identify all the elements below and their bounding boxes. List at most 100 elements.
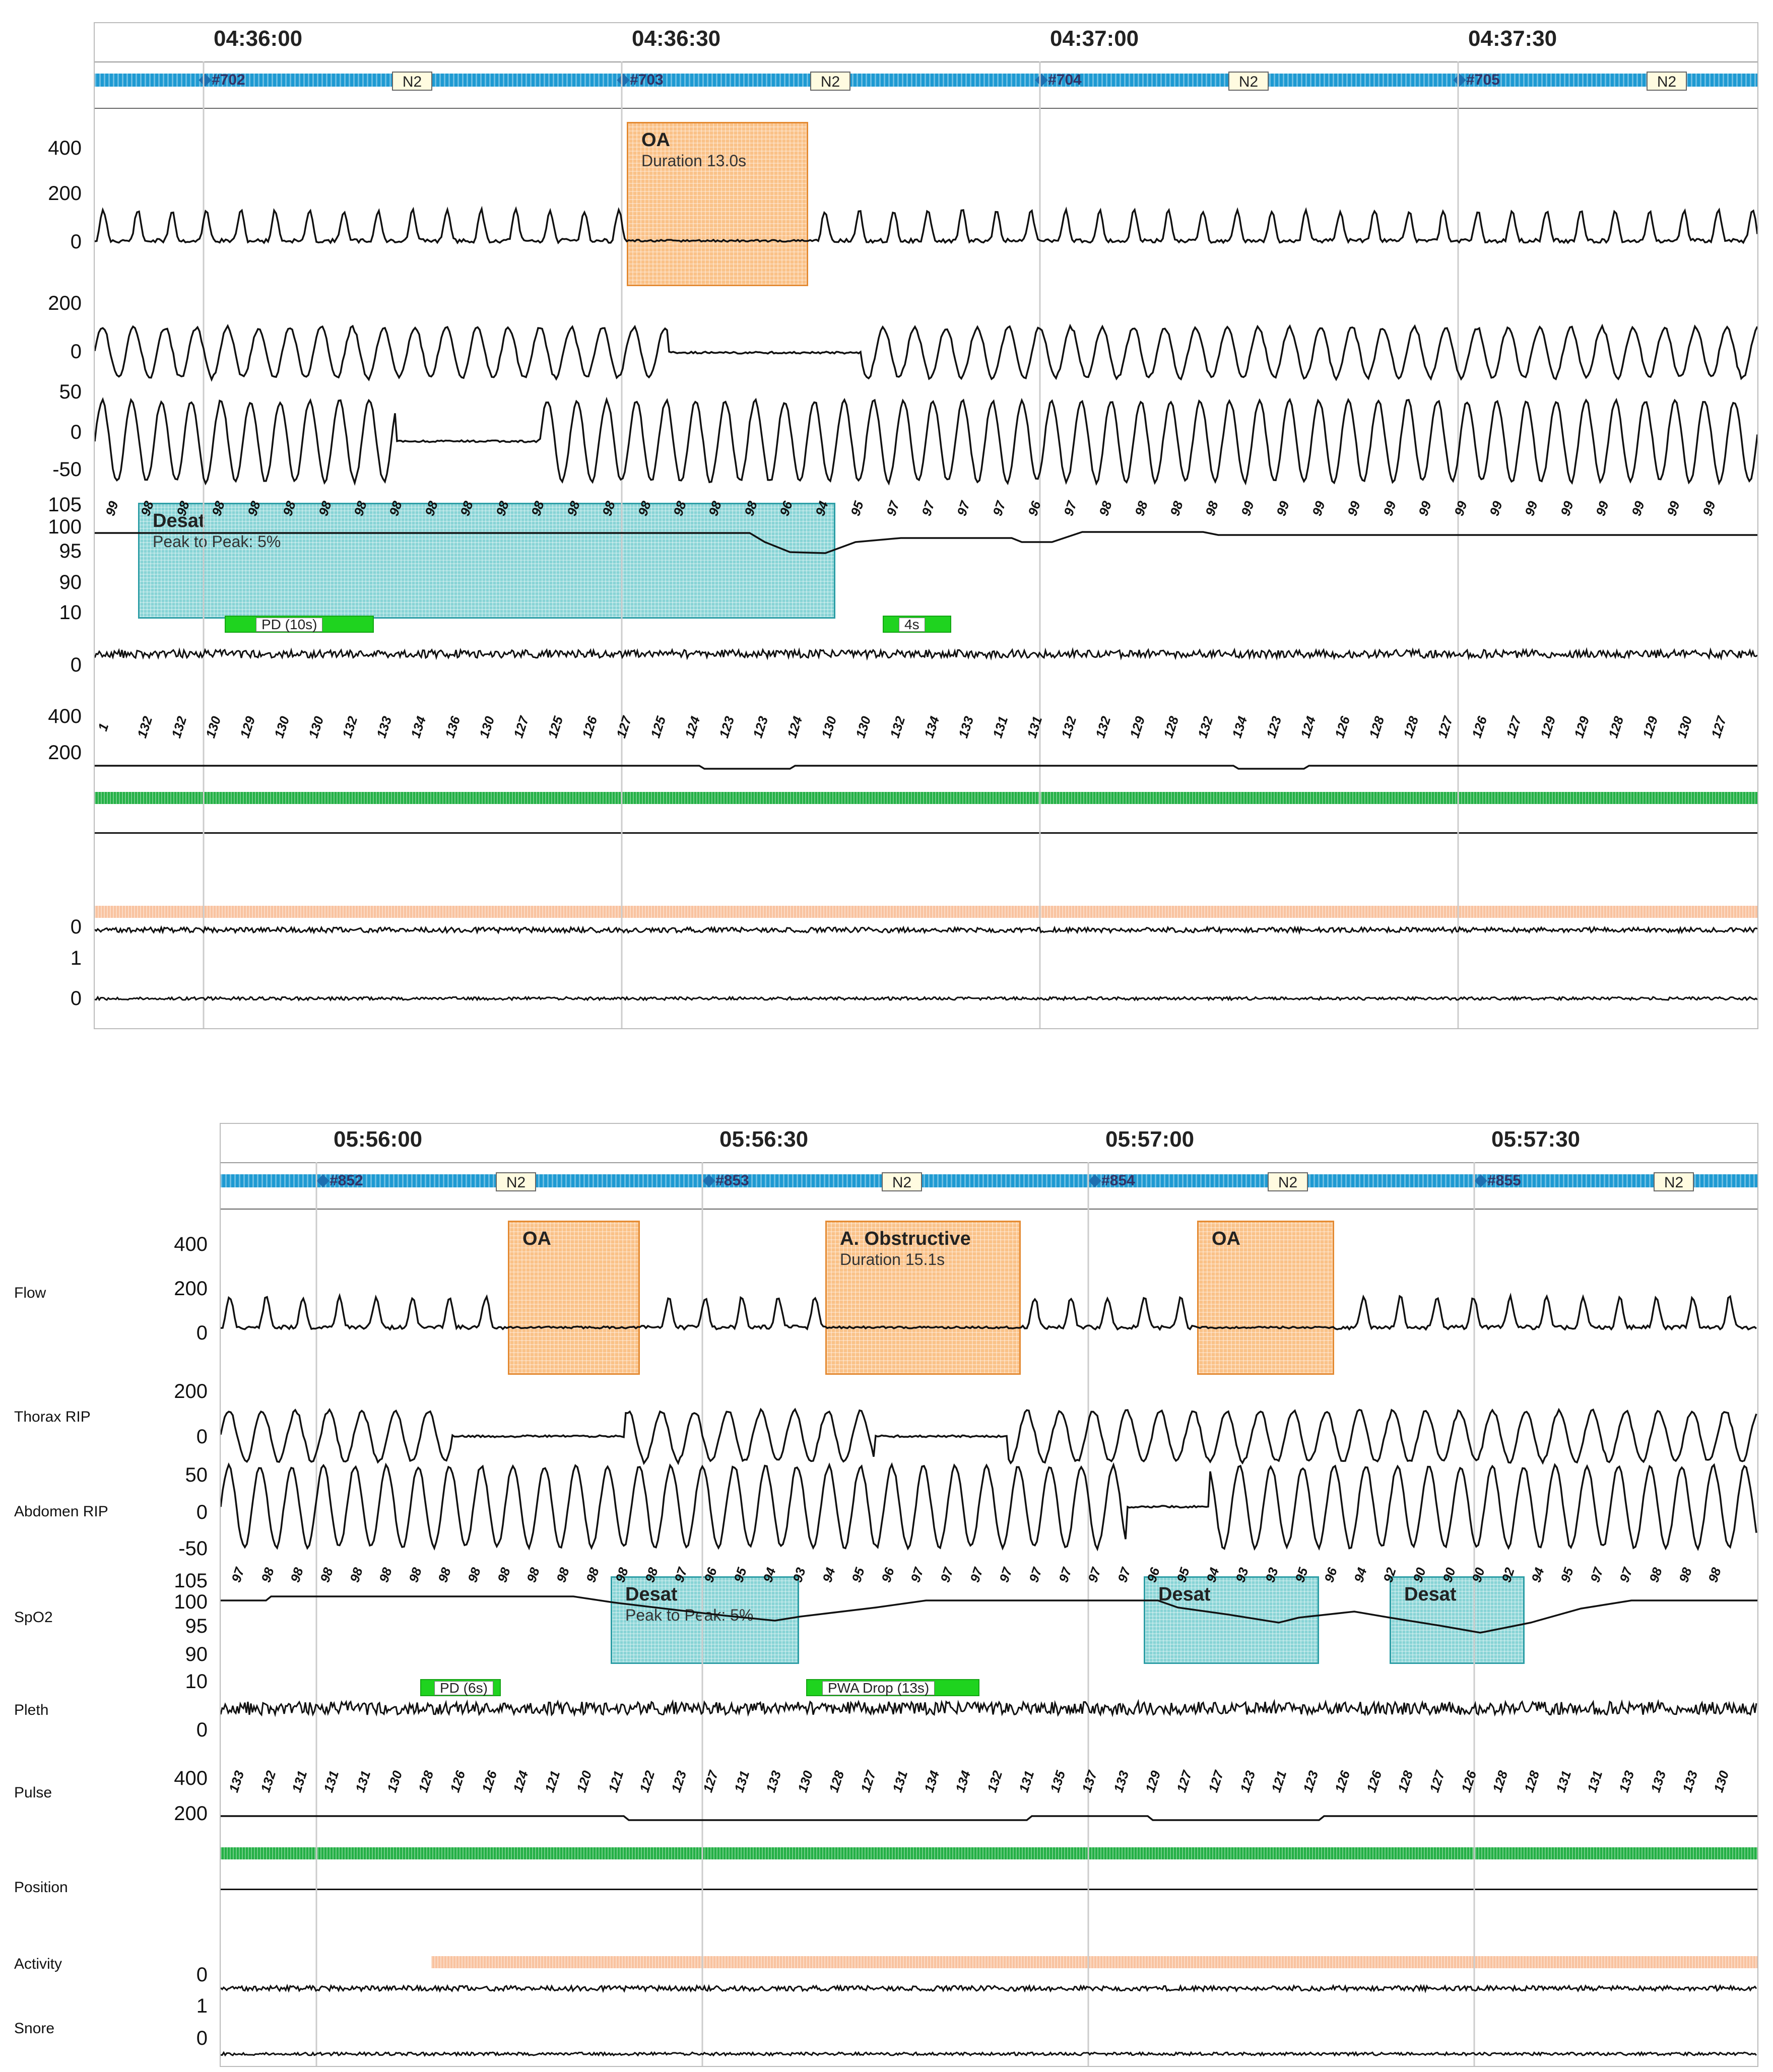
time-label: 04:36:00 — [214, 26, 303, 51]
flow-trace — [221, 1292, 1757, 1331]
axis-label: 0 — [70, 987, 82, 1010]
event-tag[interactable]: 4s — [883, 616, 951, 633]
axis-label: 95 — [185, 1615, 208, 1637]
sleep-stage-label[interactable]: N2 — [1268, 1172, 1308, 1191]
sleep-stage-label[interactable]: N2 — [1228, 72, 1269, 91]
time-label: 05:56:00 — [334, 1127, 423, 1152]
pwa-drop-event-tag[interactable]: PWA Drop (13s) — [806, 1679, 979, 1696]
activity-band — [95, 906, 1757, 918]
epoch-number: #702 — [212, 72, 245, 88]
position-line — [95, 832, 1757, 834]
axis-label: 0 — [70, 654, 82, 676]
axis-label: 200 — [48, 742, 82, 764]
channel-label-position[interactable]: Position — [14, 1879, 68, 1896]
axis-label: 0 — [196, 1426, 208, 1448]
time-label: 04:36:30 — [632, 26, 721, 51]
epoch-number: #854 — [1101, 1172, 1135, 1189]
divider — [221, 1209, 1757, 1210]
desat-event[interactable]: Desat — [1144, 1576, 1319, 1664]
tag-label: PD (10s) — [256, 618, 323, 632]
channel-label-flow[interactable]: Flow — [14, 1285, 46, 1301]
oa-event[interactable]: OA — [1197, 1221, 1334, 1375]
signal-traces — [221, 1162, 1757, 2066]
axis-label: 0 — [70, 421, 82, 443]
pd-event-tag[interactable]: PD (10s) — [225, 616, 374, 633]
time-label: 04:37:00 — [1050, 26, 1139, 51]
axis-label: 400 — [174, 1233, 208, 1255]
signal-traces — [95, 61, 1757, 1028]
thorax-trace — [95, 323, 1757, 382]
activity-trace — [95, 925, 1757, 935]
snore-trace — [221, 2051, 1757, 2057]
axis-label: 90 — [185, 1643, 208, 1665]
pd-event-tag[interactable]: PD (6s) — [420, 1679, 501, 1696]
sleep-stage-label[interactable]: N2 — [882, 1172, 922, 1191]
desat-event[interactable]: Desat — [1390, 1576, 1525, 1664]
event-title: Desat — [1158, 1584, 1211, 1605]
desat-event[interactable]: Desat Peak to Peak: 5% — [138, 503, 835, 619]
channel-label-pulse[interactable]: Pulse — [14, 1784, 52, 1801]
oa-event[interactable]: OA Duration 13.0s — [627, 122, 808, 286]
axis-label: 200 — [174, 1802, 208, 1825]
event-title: A. Obstructive — [840, 1228, 971, 1249]
pulse-trace — [95, 765, 1757, 770]
flow-trace — [95, 206, 1757, 245]
axis-label: 0 — [196, 2027, 208, 2049]
sleep-stage-label[interactable]: N2 — [392, 72, 432, 91]
event-title: Desat — [1404, 1584, 1457, 1605]
axis-label: 105 — [174, 1570, 208, 1592]
epoch-number: #704 — [1048, 72, 1082, 88]
obstructive-apnea-event[interactable]: A. Obstructive Duration 15.1s — [825, 1221, 1021, 1375]
sleep-stage-label[interactable]: N2 — [1654, 1172, 1694, 1191]
axis-label: 400 — [48, 137, 82, 159]
channel-label-spo2[interactable]: SpO2 — [14, 1609, 53, 1626]
epoch-number: #852 — [330, 1172, 363, 1189]
axis-label: 105 — [48, 494, 82, 516]
hypnogram-bar[interactable] — [221, 1174, 1757, 1187]
event-duration: Duration 15.1s — [840, 1250, 945, 1268]
axis-label: 200 — [174, 1380, 208, 1402]
channel-label-abdomen[interactable]: Abdomen RIP — [14, 1503, 108, 1520]
epoch-number: #703 — [630, 72, 664, 88]
sleep-stage-label[interactable]: N2 — [1647, 72, 1687, 91]
time-label: 05:56:30 — [719, 1127, 809, 1152]
axis-label: 0 — [196, 1501, 208, 1523]
event-title: OA — [522, 1228, 551, 1249]
sleep-stage-label[interactable]: N2 — [810, 72, 850, 91]
oa-event[interactable]: OA — [508, 1221, 640, 1375]
axis-label: 10 — [59, 601, 82, 624]
axis-label: 400 — [174, 1767, 208, 1789]
position-band — [221, 1847, 1757, 1859]
hypnogram-bar[interactable] — [95, 74, 1757, 87]
axis-label: 200 — [174, 1278, 208, 1300]
pulse-trace — [221, 1815, 1757, 1821]
epoch-number: #855 — [1487, 1172, 1521, 1189]
activity-band — [431, 1956, 1757, 1968]
axis-label: 0 — [70, 231, 82, 253]
axis-label: 0 — [196, 1719, 208, 1741]
activity-trace — [221, 1983, 1757, 1993]
event-subtitle: Peak to Peak: 5% — [625, 1606, 754, 1624]
event-title: Desat — [625, 1584, 678, 1605]
spo2-trace — [221, 1595, 1757, 1634]
event-title: Desat — [153, 510, 205, 531]
position-band — [95, 792, 1757, 804]
axis-label: 0 — [70, 341, 82, 363]
axis-label: 1 — [196, 1995, 208, 2017]
channel-label-snore[interactable]: Snore — [14, 2020, 55, 2037]
time-ruler[interactable]: 05:56:00 05:56:30 05:57:00 05:57:30 — [221, 1124, 1757, 1163]
epoch-number: #853 — [715, 1172, 749, 1189]
channel-label-pleth[interactable]: Pleth — [14, 1702, 49, 1718]
sleep-stage-label[interactable]: N2 — [496, 1172, 536, 1191]
time-ruler[interactable]: 04:36:00 04:36:30 04:37:00 04:37:30 — [95, 23, 1757, 62]
channel-label-activity[interactable]: Activity — [14, 1956, 62, 1972]
axis-label: -50 — [52, 458, 82, 481]
abdomen-trace — [95, 396, 1757, 486]
event-subtitle: Peak to Peak: 5% — [153, 532, 281, 551]
abdomen-trace — [221, 1462, 1757, 1552]
axis-label: 95 — [59, 540, 82, 562]
thorax-trace — [221, 1408, 1757, 1465]
channel-label-thorax[interactable]: Thorax RIP — [14, 1409, 91, 1425]
axis-label: 50 — [59, 381, 82, 403]
event-title: OA — [641, 129, 670, 151]
